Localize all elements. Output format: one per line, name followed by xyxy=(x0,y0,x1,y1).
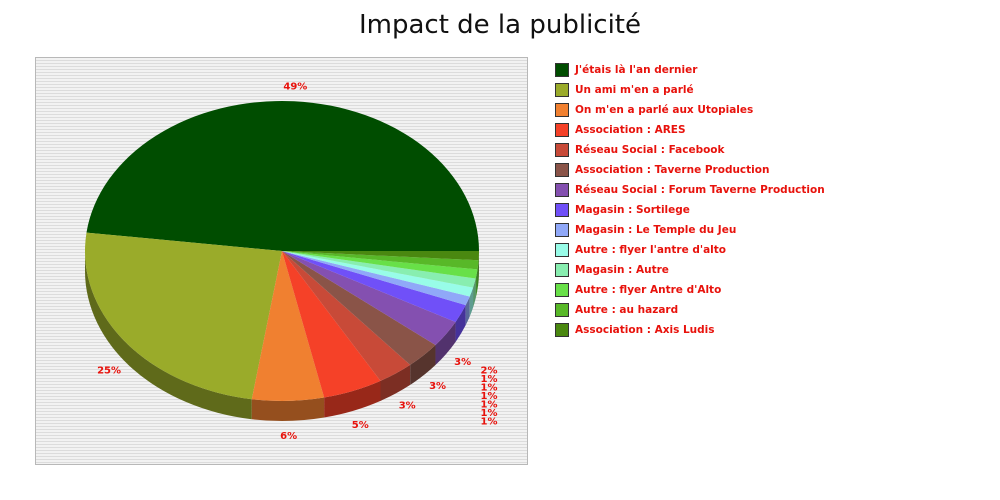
pie-slice-5 xyxy=(282,251,436,365)
legend-label: Association : Taverne Production xyxy=(575,164,770,176)
legend-swatch xyxy=(555,183,569,197)
legend-item-10: Magasin : Autre xyxy=(555,260,875,280)
pie-side-5 xyxy=(410,345,436,385)
legend-swatch xyxy=(555,83,569,97)
slice-label-4: 3% xyxy=(399,401,416,412)
legend-item-6: Réseau Social : Forum Taverne Production xyxy=(555,180,875,200)
pie-slice-1 xyxy=(85,232,282,400)
slice-label-3: 5% xyxy=(352,420,369,431)
slice-label-7: 2% xyxy=(481,366,498,377)
slice-label-5: 3% xyxy=(429,381,446,392)
legend-swatch xyxy=(555,223,569,237)
slice-label-1: 25% xyxy=(97,365,121,376)
legend-label: Autre : flyer Antre d'Alto xyxy=(575,284,722,296)
slice-label-0: 49% xyxy=(283,81,307,92)
legend-swatch xyxy=(555,63,569,77)
slice-label-11: 1% xyxy=(481,400,498,411)
pie-side-12 xyxy=(477,260,479,290)
slice-label-6: 3% xyxy=(454,357,471,368)
legend-item-4: Réseau Social : Facebook xyxy=(555,140,875,160)
legend-swatch xyxy=(555,143,569,157)
legend-swatch xyxy=(555,123,569,137)
pie-slice-11 xyxy=(282,251,478,279)
pie-chart: 49%25%6%5%3%3%3%2%1%1%1%1%1%1% xyxy=(84,81,498,442)
legend-label: Magasin : Autre xyxy=(575,264,669,276)
legend-swatch xyxy=(555,163,569,177)
pie-side-7 xyxy=(455,305,466,342)
pie-slice-0 xyxy=(86,101,479,252)
pie-side-10 xyxy=(473,278,476,308)
legend-item-9: Autre : flyer l'antre d'alto xyxy=(555,240,875,260)
legend-item-12: Autre : au hazard xyxy=(555,300,875,320)
legend-swatch xyxy=(555,283,569,297)
slice-label-2: 6% xyxy=(280,431,297,442)
legend-item-1: Un ami m'en a parlé xyxy=(555,80,875,100)
legend-item-7: Magasin : Sortilege xyxy=(555,200,875,220)
pie-side-6 xyxy=(435,321,456,366)
legend-label: Magasin : Le Temple du Jeu xyxy=(575,224,737,236)
pie-side-8 xyxy=(465,296,470,326)
pie-slice-6 xyxy=(282,251,456,346)
legend-swatch xyxy=(555,103,569,117)
legend-label: On m'en a parlé aux Utopiales xyxy=(575,104,754,116)
legend-item-5: Association : Taverne Production xyxy=(555,160,875,180)
legend-item-11: Autre : flyer Antre d'Alto xyxy=(555,280,875,300)
legend-swatch xyxy=(555,203,569,217)
pie-slice-8 xyxy=(282,251,470,306)
pie-slice-12 xyxy=(282,251,479,270)
pie-side-9 xyxy=(469,287,474,317)
pie-slice-2 xyxy=(251,251,325,401)
chart-title: Impact de la publicité xyxy=(358,10,641,40)
pie-slice-13 xyxy=(282,251,479,261)
pie-side-11 xyxy=(475,269,478,299)
legend-item-3: Association : ARES xyxy=(555,120,875,140)
legend-label: Association : ARES xyxy=(575,124,686,136)
legend-label: Autre : au hazard xyxy=(575,304,679,316)
legend-label: J'étais là l'an dernier xyxy=(575,64,698,76)
legend-swatch xyxy=(555,303,569,317)
legend-label: Un ami m'en a parlé xyxy=(575,84,694,96)
legend-label: Réseau Social : Facebook xyxy=(575,144,725,156)
legend-item-13: Association : Axis Ludis xyxy=(555,320,875,340)
plot-area: 49% 25% 6% 5% 3% 3% 3% 2% 1% 1% 1% 1% 1% 1% xyxy=(35,57,528,465)
legend-swatch xyxy=(555,243,569,257)
legend-label: Autre : flyer l'antre d'alto xyxy=(575,244,727,256)
pie-slice-4 xyxy=(282,251,411,381)
slice-label-8: 1% xyxy=(481,374,498,385)
pie-side-2 xyxy=(251,397,325,421)
slice-label-9: 1% xyxy=(481,383,498,394)
legend-label: Magasin : Sortilege xyxy=(575,204,690,216)
legend: J'étais là l'an dernier Un ami m'en a par… xyxy=(555,60,875,340)
slice-label-12: 1% xyxy=(481,408,498,419)
legend-item-8: Magasin : Le Temple du Jeu xyxy=(555,220,875,240)
pie-side-3 xyxy=(324,380,381,418)
legend-swatch xyxy=(555,323,569,337)
legend-label: Réseau Social : Forum Taverne Production xyxy=(575,184,825,196)
pie-slice-10 xyxy=(282,251,476,288)
pie-side-4 xyxy=(380,364,411,401)
pie-slice-7 xyxy=(282,251,466,322)
pie-side-1 xyxy=(84,251,252,420)
legend-item-2: On m'en a parlé aux Utopiales xyxy=(555,100,875,120)
slice-label-10: 1% xyxy=(481,391,498,402)
legend-label: Association : Axis Ludis xyxy=(575,324,715,336)
pie-slice-3 xyxy=(282,251,381,398)
legend-swatch xyxy=(555,263,569,277)
slice-label-13: 1% xyxy=(481,417,498,428)
legend-item-0: J'étais là l'an dernier xyxy=(555,60,875,80)
pie-slice-9 xyxy=(282,251,474,297)
